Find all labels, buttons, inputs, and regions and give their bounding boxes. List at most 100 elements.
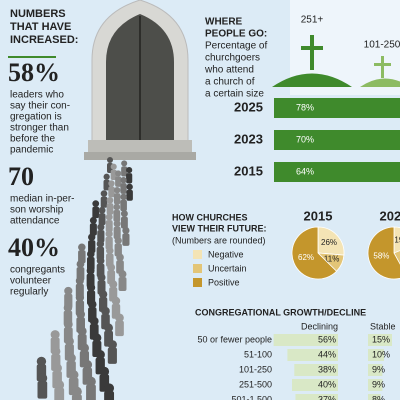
legend-swatch [193,278,202,287]
pie-slice [291,226,338,280]
declining-label: 37% [318,394,336,400]
crowd-body [89,223,97,236]
pie-label: 19% [394,236,400,245]
stat-text: son worship [10,205,64,216]
crowd-head [99,290,108,299]
future-title: HOW CHURCHES [172,212,248,222]
declining-label: 44% [318,349,336,359]
crowd-head [76,310,85,319]
crowd-head [78,243,86,252]
stat-text: stronger than [10,123,69,134]
crowd-body [113,226,121,239]
crowd-head [63,303,73,312]
crowd-head [63,320,73,329]
stat-text: regularly [10,287,48,298]
pie-label: 11% [324,254,339,263]
crowd-head [76,260,85,268]
crowd-head [97,223,105,231]
door-photo [84,0,196,160]
legend-label: Positive [208,277,240,287]
crowd-head [96,256,105,265]
crowd-head [105,230,113,238]
pie-slice [367,226,400,280]
stable-label: 9% [372,379,385,389]
crowd-body [54,387,65,400]
stable-label: 9% [372,364,385,374]
where-title: PEOPLE GO: [205,29,267,40]
crowd-head [50,330,60,340]
crowd-head [116,253,124,262]
crowd-body [107,347,117,364]
crowd-body [92,206,100,219]
declining-bar [294,364,338,376]
crowd-head [87,283,96,292]
crowd-head [104,383,115,394]
pie-title: 2015 [304,208,333,223]
crowd-head [120,193,127,201]
crowd-body [113,193,121,205]
crowd-head [110,163,117,170]
crowd-body [104,391,115,400]
legend-swatch [193,264,202,273]
crowd-head [122,226,130,235]
pie-label: 62% [298,253,314,262]
crowd-body [97,230,105,243]
crowd-body [122,233,130,246]
size-label: 101-250 [364,40,400,51]
bar [274,162,400,182]
declining-bar [273,334,338,346]
crowd-body [113,210,121,222]
pie-title: 2023 [380,208,400,223]
crowd-head [68,370,79,380]
crowd-head [101,306,110,316]
bar [274,130,400,150]
crowd-body [106,203,114,215]
crowd-head [52,363,62,373]
year-label: 2015 [234,163,263,178]
crowd-photo [36,157,133,400]
crowd-head [106,196,114,204]
crowd-head [37,373,48,384]
size-label: 251+ [301,15,324,26]
crowd-head [118,270,127,279]
stat-text: pandemic [10,145,53,156]
stable-label: 10% [372,349,390,359]
future-note: (Numbers are rounded) [172,235,266,245]
crowd-head [98,206,106,214]
crowd-head [104,323,113,333]
stat-text: say their con- [10,101,70,112]
crowd-head [114,236,122,245]
declining-bar [287,349,338,361]
where-subtitle: a church of [205,77,255,88]
crowd-head [106,246,114,255]
crowd-head [103,173,110,180]
stat-value: 58% [8,58,60,87]
crowd-head [120,176,127,184]
where-subtitle: churchgoers [205,53,260,64]
where-title: WHERE [205,17,243,28]
crowd-body [86,384,96,400]
declining-label: 56% [318,334,336,344]
crowd-body [78,250,86,264]
crowd-body [100,196,108,208]
crowd-head [64,286,73,296]
stat-value: 40% [8,233,60,262]
row-label: 51-100 [244,349,272,359]
crowd-head [121,160,128,167]
stat-value: 70 [8,162,34,191]
where-subtitle: a certain size [205,89,264,100]
declining-label: 38% [318,364,336,374]
crowd-head [92,200,100,208]
crowd-head [77,326,87,336]
crowd-head [107,263,116,272]
legend-label: Uncertain [208,263,247,273]
crowd-head [82,360,93,370]
crowd-head [113,220,121,228]
pie-label: 26% [321,238,337,247]
crowd-body [121,166,128,177]
crowd-head [99,366,110,377]
stable-bar [368,364,383,376]
crowd-head [88,233,96,241]
crowd-body [126,189,133,201]
